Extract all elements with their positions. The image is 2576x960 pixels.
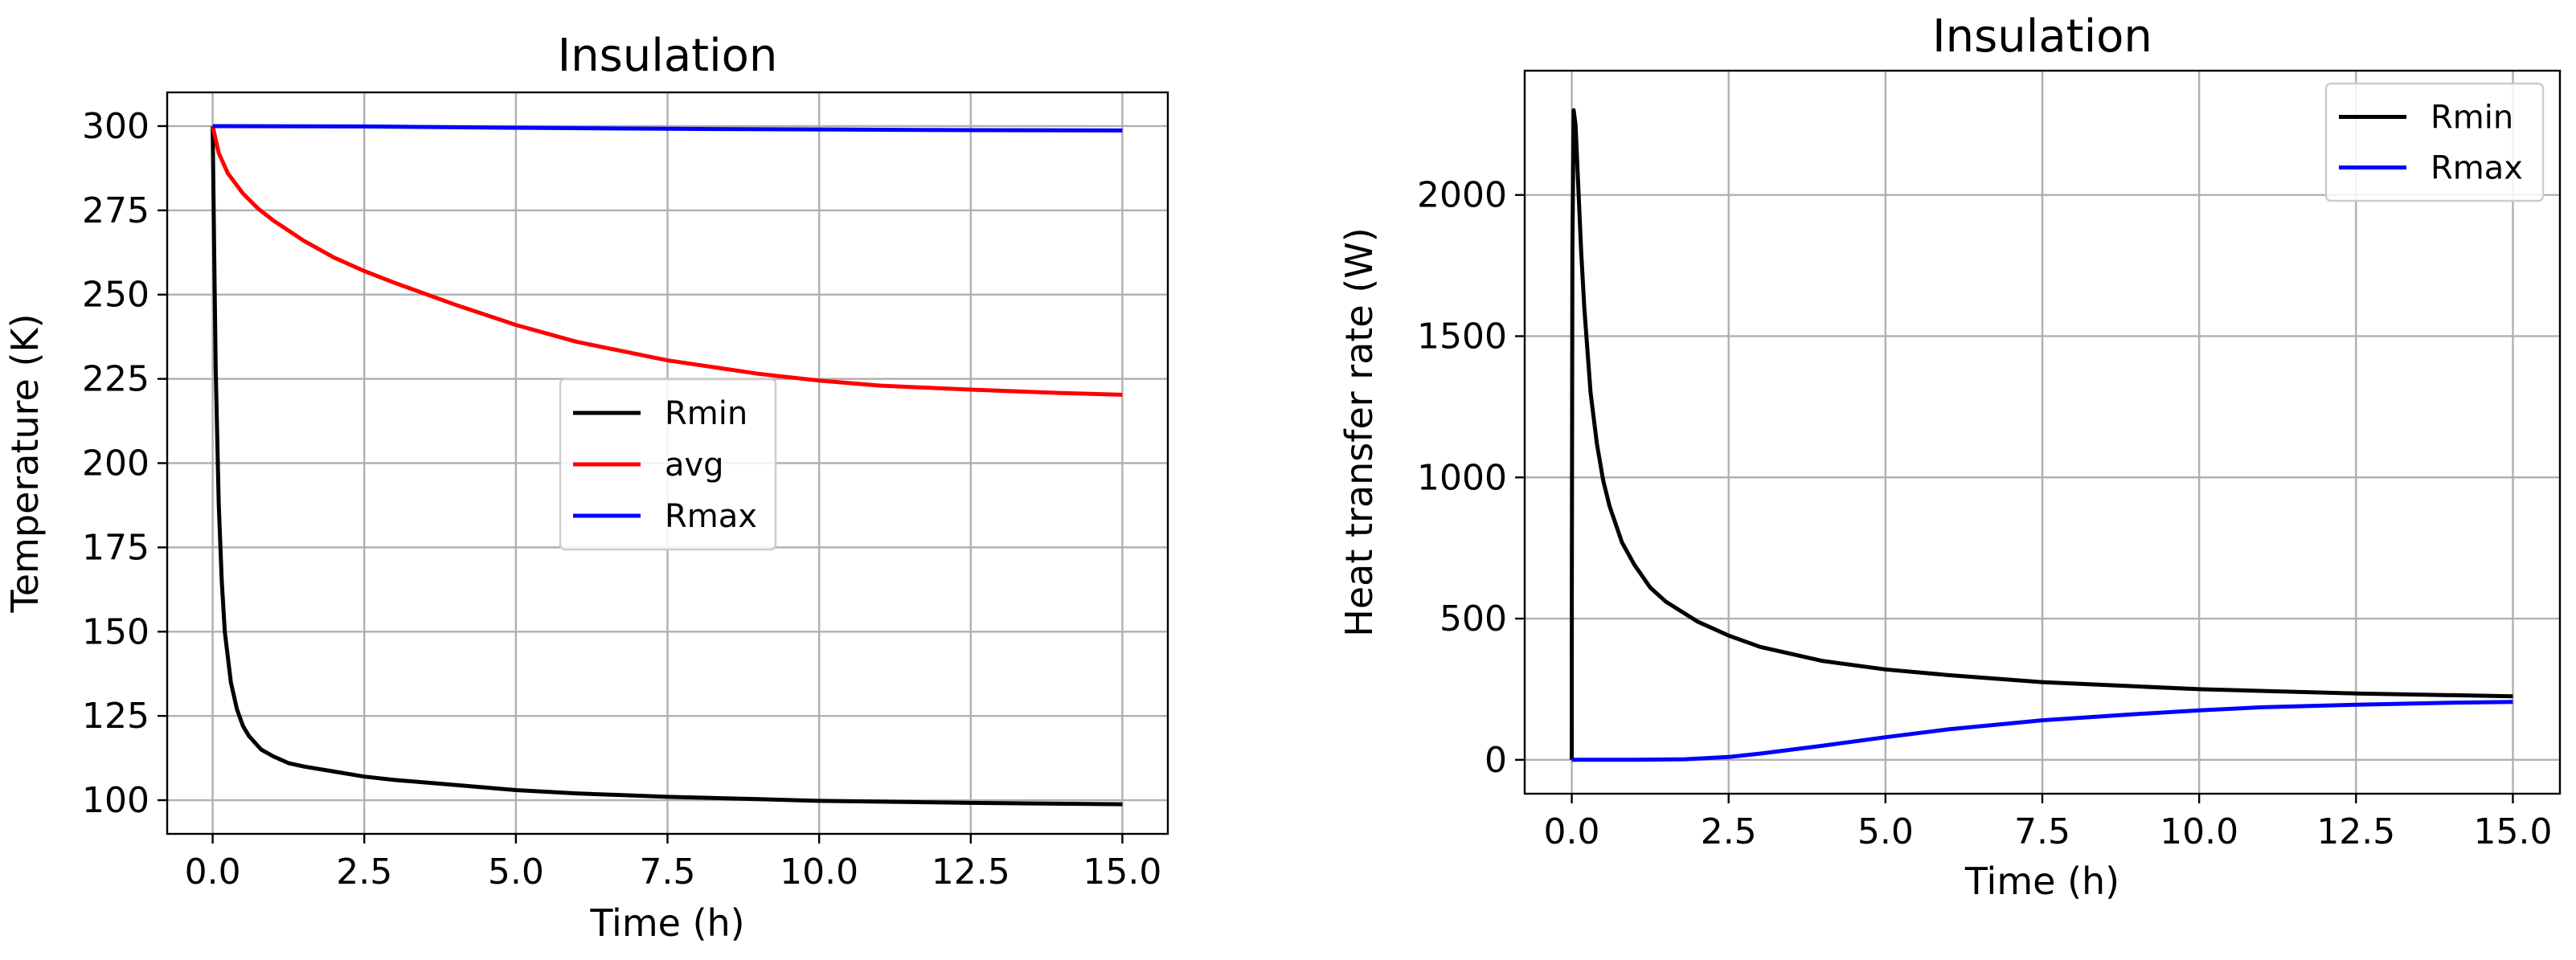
y-tick-label: 2000 bbox=[1417, 175, 1507, 216]
y-tick-label: 150 bbox=[82, 611, 149, 652]
x-tick-label: 5.0 bbox=[488, 852, 544, 893]
x-tick-label: 12.5 bbox=[932, 852, 1010, 893]
chart-title: Insulation bbox=[1932, 10, 2152, 63]
x-tick-label: 5.0 bbox=[1857, 811, 1914, 852]
x-tick-label: 10.0 bbox=[2160, 811, 2238, 852]
series-line-rmin bbox=[1570, 108, 2513, 760]
legend-label-avg: avg bbox=[665, 447, 724, 484]
y-tick-label: 100 bbox=[82, 780, 149, 821]
legend-label-rmax: Rmax bbox=[665, 498, 757, 535]
y-tick-label: 1500 bbox=[1417, 316, 1507, 357]
series-line-rmax bbox=[212, 124, 1123, 133]
y-tick-label: 1000 bbox=[1417, 457, 1507, 498]
chart-panel-heat-transfer: 0.0 2.5 5.0 7.5 10.0 12.5 15.0 0 500 1000 1500 2000… bbox=[1337, 10, 2562, 903]
chart-legend: Rmin Rmax bbox=[2324, 82, 2545, 202]
y-tick-label: 225 bbox=[82, 359, 149, 400]
x-tick-label: 2.5 bbox=[336, 852, 392, 893]
x-tick-label: 0.0 bbox=[185, 852, 241, 893]
y-axis-label: Heat transfer rate (W) bbox=[1337, 227, 1381, 636]
y-tick-label: 250 bbox=[82, 275, 149, 316]
chart-panel-temperature: 0.0 2.5 5.0 7.5 10.0 12.5 15.0 100 125 150 175 200 2… bbox=[3, 30, 1169, 945]
x-tick-label: 0.0 bbox=[1544, 811, 1600, 852]
legend-label-rmax: Rmax bbox=[2431, 150, 2523, 187]
x-tick-label: 10.0 bbox=[780, 852, 858, 893]
x-tick-label: 2.5 bbox=[1701, 811, 1757, 852]
chart-title: Insulation bbox=[558, 30, 778, 82]
legend-label-rmin: Rmin bbox=[665, 395, 747, 432]
legend-box bbox=[559, 378, 777, 551]
y-tick-label: 0 bbox=[1485, 740, 1507, 781]
y-tick-label: 500 bbox=[1440, 598, 1507, 639]
x-tick-label: 15.0 bbox=[2473, 811, 2552, 852]
y-tick-label: 275 bbox=[82, 190, 149, 231]
chart-legend: Rmin avg Rmax bbox=[559, 378, 777, 551]
legend-label-rmin: Rmin bbox=[2431, 100, 2513, 137]
x-tick-label: 7.5 bbox=[640, 852, 696, 893]
x-tick-label: 15.0 bbox=[1083, 852, 1161, 893]
series-line-rmin bbox=[211, 125, 1123, 807]
x-tick-label: 7.5 bbox=[2014, 811, 2070, 852]
x-axis-label: Time (h) bbox=[589, 901, 744, 945]
y-tick-label: 175 bbox=[82, 527, 149, 568]
legend-box bbox=[2324, 82, 2545, 202]
y-tick-label: 200 bbox=[82, 443, 149, 484]
y-tick-label: 125 bbox=[82, 696, 149, 737]
y-axis-label: Temperature (K) bbox=[3, 313, 47, 613]
x-tick-label: 12.5 bbox=[2316, 811, 2395, 852]
series-line-rmax bbox=[1571, 700, 2513, 762]
y-tick-label: 300 bbox=[82, 106, 149, 147]
x-axis-label: Time (h) bbox=[1964, 860, 2119, 903]
series-line-avg bbox=[211, 125, 1123, 397]
